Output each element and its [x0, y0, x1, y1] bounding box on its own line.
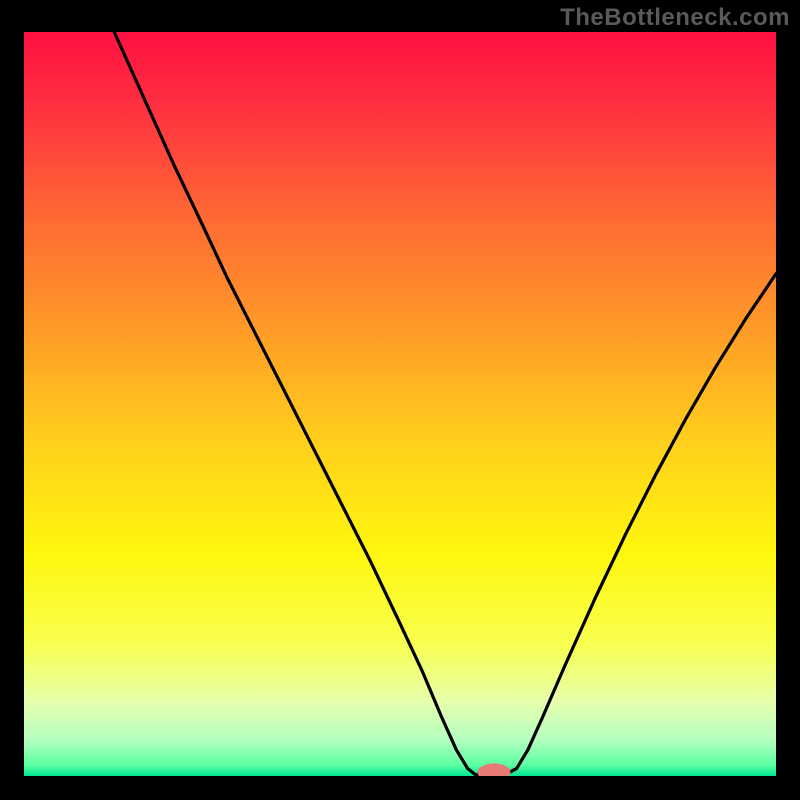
bottleneck-line-chart: [24, 32, 776, 776]
gradient-background: [24, 32, 776, 776]
watermark-text: TheBottleneck.com: [560, 4, 790, 32]
plot-area: [24, 32, 776, 776]
chart-frame: TheBottleneck.com: [0, 0, 800, 800]
